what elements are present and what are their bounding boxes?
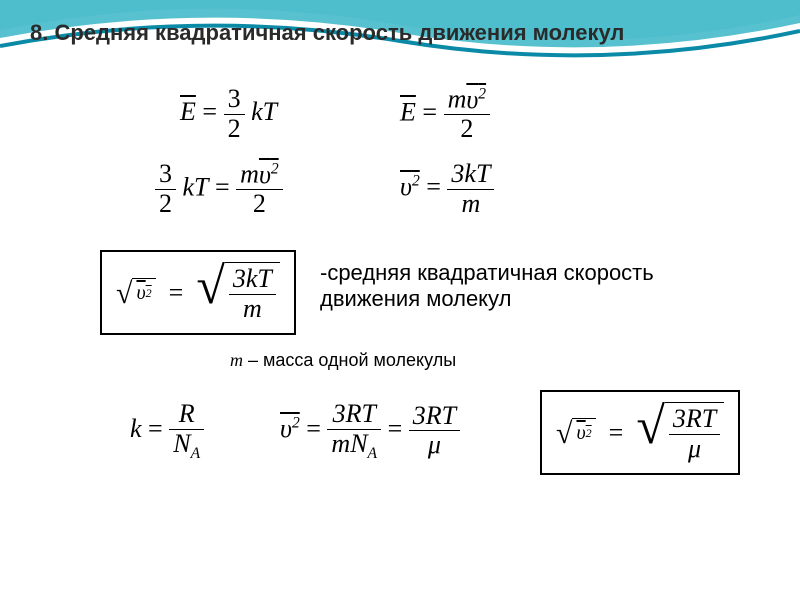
box-sqrt-3kT-m: √ υ2 = √ 3kT m [100,250,296,335]
box-sqrt-3RT-mu: √ υ2 = √ 3RT μ [540,390,740,475]
formula-v2-3RT: υ2 = 3RT mNA = 3RT μ [280,400,460,462]
formula-eq-kT-mv: 3 2 kT = mυ2 2 [155,160,283,219]
formula-E-mv: E = mυ2 2 [400,85,490,144]
slide-title: 8. Средняя квадратичная скорость движени… [30,20,770,46]
slide: 8. Средняя квадратичная скорость движени… [0,0,800,600]
formula-k-R-Na: k = R NA [130,400,204,462]
annotation-rms: -средняя квадратичная скорость движения … [320,260,680,312]
annotation-mass: m – масса одной молекулы [230,350,456,371]
formula-v2-3kT-m: υ2 = 3kT m [400,160,494,218]
formula-E-kT: E = 3 2 kT [180,85,277,143]
formula-sqrt-v2-3RT-mu: √ υ2 = √ 3RT μ [540,390,740,475]
formula-sqrt-v2-3kT-m: √ υ2 = √ 3kT m [100,250,296,335]
